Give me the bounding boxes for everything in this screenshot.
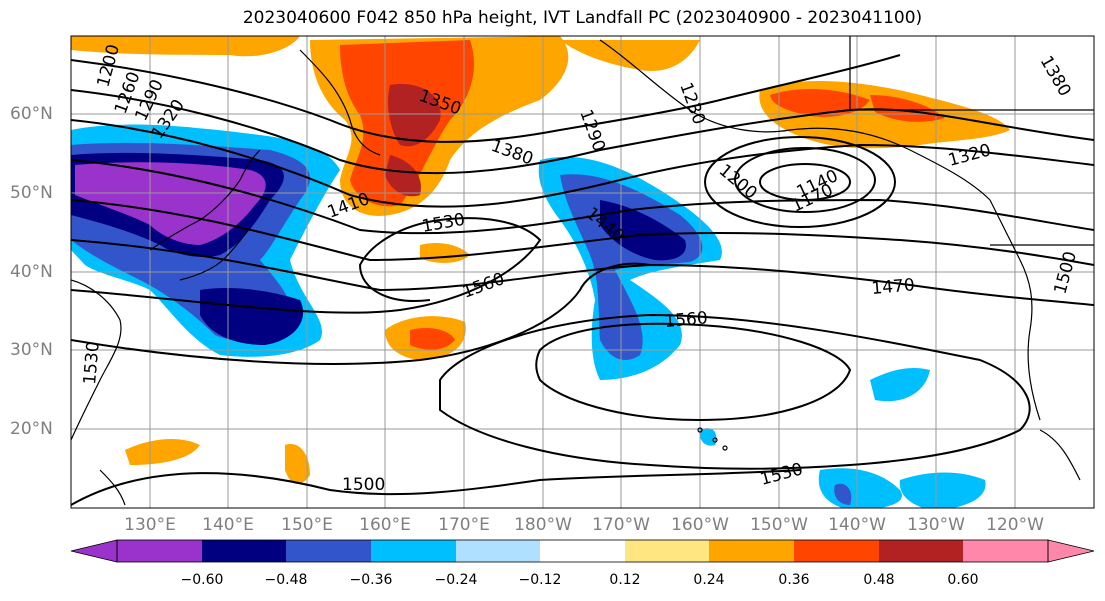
map-frame	[70, 35, 1095, 509]
region-orange-sw-2	[285, 444, 310, 485]
lon-label: 160°E	[359, 515, 411, 535]
contour-label: 1470	[871, 275, 916, 299]
colorbar-tick: 0.48	[863, 572, 895, 588]
lon-label: 140°E	[202, 515, 254, 535]
region-se-blue-5	[834, 483, 852, 505]
asia-coast	[71, 279, 122, 441]
region-red-mid	[410, 328, 455, 350]
region-darkred-north-2	[385, 155, 421, 197]
lon-label: 130°E	[124, 515, 176, 535]
japan-coast	[149, 149, 261, 251]
contour-1200	[704, 136, 896, 228]
kamchatka-coast	[299, 49, 381, 156]
region-se-blue-2	[899, 472, 986, 508]
colorbar-cell	[963, 540, 1048, 562]
colorbar-tick: 0.60	[947, 572, 979, 588]
lon-label: 170°W	[592, 515, 650, 535]
coastlines	[71, 36, 1094, 506]
lat-label-50: 50°N	[10, 183, 53, 203]
lat-label-40: 40°N	[10, 262, 53, 282]
contour-1380	[71, 119, 1094, 208]
lon-label: 170°E	[438, 515, 490, 535]
contour-1410	[71, 159, 1094, 235]
colorbar-tick: −0.48	[264, 572, 308, 588]
region-navy-west-south	[200, 288, 304, 345]
colorbar-tick: −0.24	[434, 572, 478, 588]
lon-label: 160°W	[671, 515, 729, 535]
height-contours	[71, 54, 1094, 506]
contour-label: 1500	[342, 475, 385, 495]
colorbar-frame-left	[70, 539, 118, 563]
hawaii-island-2	[712, 437, 718, 443]
lon-label: 180°W	[514, 515, 572, 535]
lat-label-30: 30°N	[10, 340, 53, 360]
contour-1470	[71, 239, 1094, 306]
colorbar-cell	[879, 540, 963, 562]
colorbar-cell	[286, 540, 371, 562]
colorbar-cell	[794, 540, 879, 562]
region-orange-north-2	[560, 40, 700, 71]
contour-label: 1560	[664, 308, 709, 332]
chart-title: 2023040600 F042 850 hPa height, IVT Land…	[242, 8, 923, 28]
colorbar-cell	[709, 540, 794, 562]
contour-1530-east	[439, 313, 1031, 470]
lon-label: 120°W	[986, 515, 1044, 535]
alaska-coast	[599, 39, 991, 201]
lon-label: 150°E	[281, 515, 333, 535]
lon-label: 140°W	[828, 515, 886, 535]
colorbar	[70, 539, 1095, 563]
contour-label: 1530	[80, 341, 104, 386]
colorbar-cell	[456, 540, 540, 562]
contour-1500-south	[71, 469, 801, 506]
colorbar-frame-right	[1047, 539, 1095, 563]
lat-label-60: 60°N	[10, 104, 53, 124]
lon-label: 150°W	[750, 515, 808, 535]
region-se-blue-3	[870, 368, 930, 402]
contour-1530-west	[71, 217, 542, 314]
contour-1560	[535, 322, 852, 422]
colorbar-cell	[202, 540, 286, 562]
colorbar-extend-low	[71, 540, 117, 562]
contour-1350	[71, 89, 1094, 175]
region-red-alaska-2	[870, 95, 945, 122]
colorbar-tick: −0.60	[180, 572, 224, 588]
contour-1440	[71, 199, 1094, 266]
na-west-coast	[989, 199, 1041, 421]
hawaii-island-3	[722, 445, 728, 451]
colorbar-cell	[625, 540, 709, 562]
colorbar-tick: 0.24	[693, 572, 725, 588]
colorbar-tick: −0.12	[518, 572, 562, 588]
region-purple-west	[75, 162, 266, 245]
colorbar-tick: 0.12	[609, 572, 641, 588]
lat-label-20: 20°N	[10, 419, 53, 439]
colorbar-cell	[540, 540, 625, 562]
contour-1500-west	[71, 262, 651, 365]
region-blue-central	[560, 174, 703, 360]
colorbar-cell	[117, 540, 202, 562]
japan-south-coast	[179, 227, 251, 281]
colorbar-cell	[371, 540, 456, 562]
colorbar-tick: 0.36	[778, 572, 810, 588]
mexico-coast	[1039, 429, 1081, 481]
region-darkred-north	[388, 84, 441, 147]
region-orange-sw	[125, 438, 200, 465]
contour-1320	[71, 54, 901, 143]
region-orange-nw	[71, 36, 300, 57]
lon-label: 130°W	[907, 515, 965, 535]
colorbar-extend-high	[1048, 540, 1094, 562]
region-se-blue-4	[699, 428, 717, 446]
hawaii-island-1	[697, 427, 703, 433]
contour-1170	[734, 147, 876, 213]
colorbar-tick: −0.36	[349, 572, 393, 588]
